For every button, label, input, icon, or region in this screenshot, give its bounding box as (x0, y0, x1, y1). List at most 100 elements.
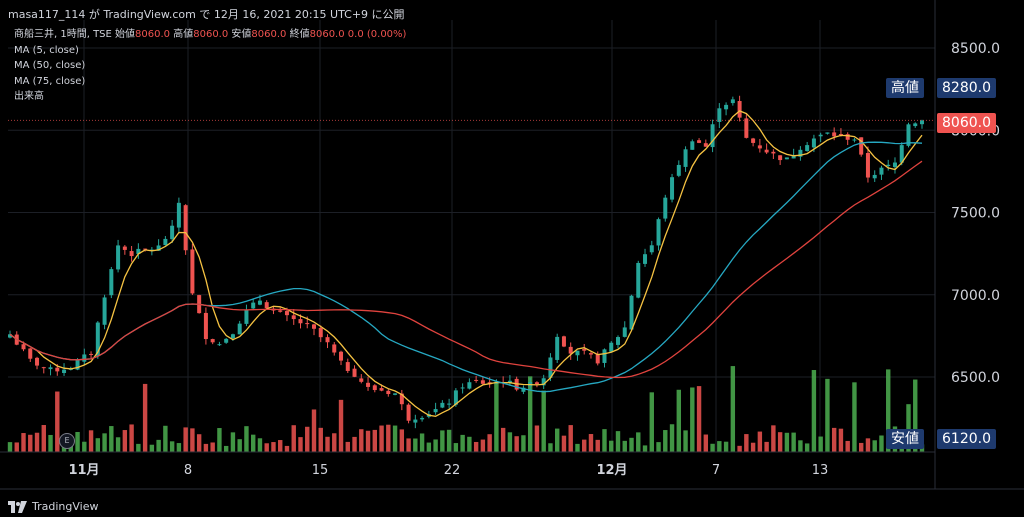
candle-body (75, 360, 80, 370)
candle-body (291, 315, 296, 320)
legend-close: 8060.0 (309, 29, 345, 40)
x-tick-label: 12月 (596, 463, 627, 478)
volume-bar (190, 428, 195, 452)
x-tick-label: 7 (712, 463, 720, 478)
legend-change: 0.0 (0.00%) (347, 29, 407, 40)
volume-bar (642, 445, 648, 452)
volume-bar (332, 433, 337, 452)
volume-bar (28, 434, 33, 452)
legend-ma75[interactable]: MA (75, close) (14, 75, 86, 87)
volume-bar (676, 389, 681, 452)
volume-bar (386, 424, 391, 452)
candle-body (616, 337, 620, 345)
volume-bar (683, 430, 688, 452)
candle-body (21, 344, 26, 350)
volume-bar (419, 433, 425, 452)
candle-body (892, 162, 897, 168)
y-tick-label: 8500.0 (951, 41, 1000, 57)
candle-body (676, 164, 681, 176)
volume-bar (244, 426, 249, 452)
legend-volume[interactable]: 出来高 (14, 91, 44, 102)
candle-body (784, 157, 789, 160)
low-marker-label-tag: 安値 (886, 429, 924, 449)
x-tick-label: 8 (184, 463, 192, 478)
candle-body (818, 134, 823, 137)
volume-bar (237, 439, 242, 452)
candle-body (886, 164, 891, 167)
volume-bar (872, 440, 877, 452)
candle-body (906, 124, 911, 146)
volume-bar (784, 432, 790, 452)
candle-body (737, 101, 742, 118)
candle-body (832, 132, 837, 137)
volume-bar (548, 443, 553, 452)
volume-bar (737, 445, 742, 452)
volume-bar (494, 382, 499, 452)
candle-body (663, 197, 668, 219)
candle-body (386, 390, 391, 395)
candle-body (278, 310, 283, 312)
volume-bar (136, 443, 141, 452)
candle-body (264, 302, 269, 309)
candle-body (629, 295, 634, 330)
candle-body (95, 322, 100, 356)
legend-symbol: 商船三井, 1時間, TSE (14, 29, 112, 40)
volume-bar (14, 442, 19, 452)
volume-bar (595, 439, 600, 452)
candle-body (244, 309, 249, 324)
volume-bar (169, 441, 175, 452)
volume-bar (109, 426, 114, 452)
y-tick-label: 7500.0 (951, 206, 1000, 222)
legend-close-label: 終値 (289, 29, 310, 40)
candle-body (521, 387, 526, 392)
volume-bar (325, 436, 330, 452)
candle-body (670, 177, 675, 200)
candle-body (534, 382, 539, 385)
volume-bar (845, 440, 850, 452)
volume-bar (311, 409, 317, 452)
volume-bar (588, 434, 594, 452)
candle-body (433, 409, 438, 413)
legend-ma50[interactable]: MA (50, close) (14, 60, 86, 71)
candle-body (399, 393, 404, 405)
volume-bar (142, 383, 148, 452)
volume-bar (291, 425, 296, 452)
volume-bar (446, 429, 452, 452)
current-price-tag: 8060.0 (937, 113, 996, 133)
candle-body (467, 382, 472, 389)
candle-body (805, 145, 810, 152)
candle-body (825, 132, 830, 134)
volume-bar (406, 438, 411, 452)
candle-body (730, 99, 735, 104)
tradingview-brand[interactable]: TradingView (8, 500, 98, 513)
legend-ma5[interactable]: MA (5, close) (14, 44, 79, 56)
volume-bar (196, 434, 202, 452)
volume-bar (68, 444, 73, 452)
volume-bar (703, 434, 709, 452)
candle-body (778, 155, 783, 161)
candle-body (237, 323, 242, 335)
candle-body (406, 404, 411, 421)
volume-bar (507, 432, 513, 452)
candle-body (757, 145, 762, 149)
earnings-badge-icon[interactable]: E (59, 433, 75, 449)
volume-bar (777, 432, 783, 452)
candle-body (183, 205, 188, 251)
candle-body (899, 145, 904, 163)
candle-body (176, 202, 181, 228)
tradingview-logo-icon (8, 500, 27, 513)
legend-low-label: 安値 (231, 29, 252, 40)
x-tick-label: 11月 (68, 463, 99, 478)
candle-body (8, 334, 12, 338)
volume-bar (345, 441, 350, 452)
candle-body (582, 348, 587, 351)
candle-body (751, 138, 756, 143)
candle-body (413, 419, 418, 423)
volume-bar (7, 442, 13, 452)
volume-bar (791, 432, 796, 452)
candle-body (811, 138, 816, 148)
volume-bar (487, 434, 492, 452)
candle-body (622, 327, 627, 337)
volume-bar (365, 430, 371, 452)
y-tick-label: 7000.0 (951, 288, 1000, 304)
